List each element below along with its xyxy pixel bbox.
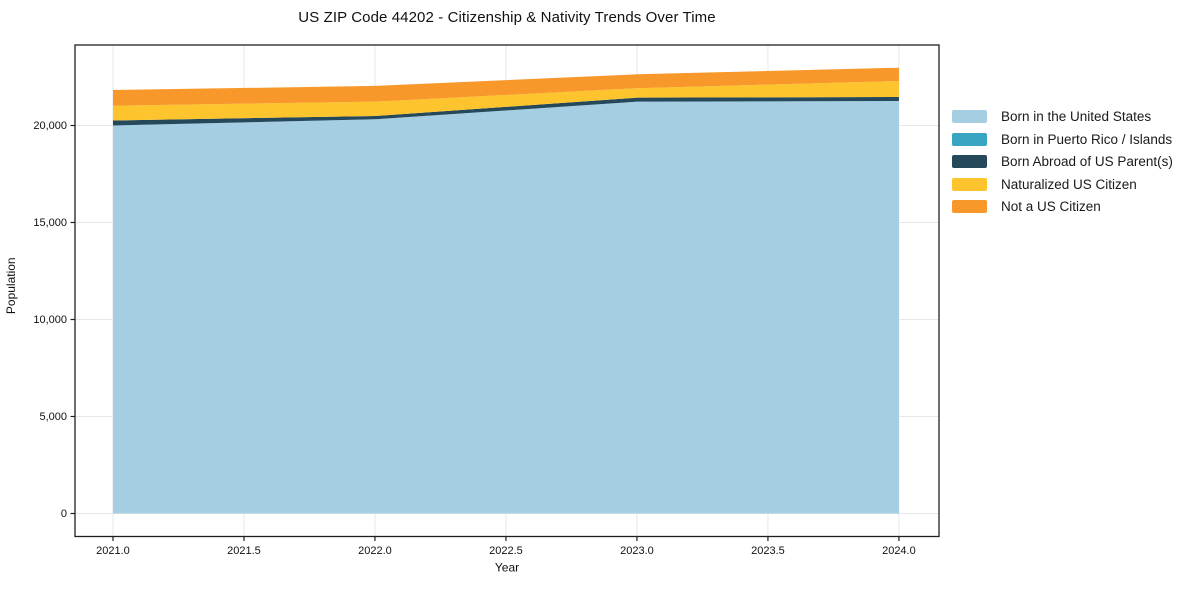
x-tick-label: 2022.5	[489, 545, 523, 557]
legend-label: Not a US Citizen	[1001, 199, 1101, 214]
y-axis-label: Population	[4, 257, 18, 314]
chart-title: US ZIP Code 44202 - Citizenship & Nativi…	[298, 9, 716, 26]
legend-label: Born in the United States	[1001, 109, 1152, 124]
legend-swatch-icon	[952, 177, 987, 191]
stacked-areas	[112, 67, 899, 514]
legend-entry: Born in Puerto Rico / Islands	[952, 131, 1173, 147]
legend-swatch-icon	[952, 110, 987, 123]
x-tick-label: 2021.5	[227, 545, 261, 557]
legend-entry: Naturalized US Citizen	[952, 176, 1173, 192]
legend-entry: Born in the United States	[952, 109, 1173, 124]
x-tick-label: 2023.5	[751, 545, 785, 557]
y-tick-label: 0	[61, 508, 67, 520]
area-series-3	[112, 80, 899, 121]
area-series-4	[112, 67, 899, 106]
legend-swatch-icon	[952, 132, 987, 146]
area-series-0	[112, 100, 899, 514]
ticks: 2021.0 2021.5 2022.0 2022.5 2023.0 2023.5 2024…	[33, 120, 915, 557]
legend-label: Born in Puerto Rico / Islands	[1001, 131, 1173, 147]
legend-swatch-icon	[952, 200, 987, 213]
y-tick-label: 20,000	[33, 120, 67, 132]
legend-swatch-icon	[952, 155, 987, 168]
legend: Born in the United States Born in Puerto …	[952, 109, 1173, 214]
x-tick-label: 2022.0	[358, 545, 392, 557]
legend-entry: Born Abroad of US Parent(s)	[952, 154, 1173, 169]
y-tick-label: 10,000	[33, 314, 67, 326]
plot-border	[74, 44, 940, 538]
area-series-2	[112, 96, 899, 126]
y-tick-label: 5,000	[39, 411, 67, 423]
legend-label: Born Abroad of US Parent(s)	[1001, 154, 1173, 169]
legend-entry: Not a US Citizen	[952, 199, 1173, 214]
x-axis-label: Year	[495, 561, 519, 575]
y-tick-label: 15,000	[33, 217, 67, 229]
x-tick-label: 2024.0	[882, 545, 916, 557]
x-tick-label: 2023.0	[620, 545, 654, 557]
x-tick-label: 2021.0	[96, 545, 130, 557]
legend-label: Naturalized US Citizen	[1001, 176, 1137, 192]
